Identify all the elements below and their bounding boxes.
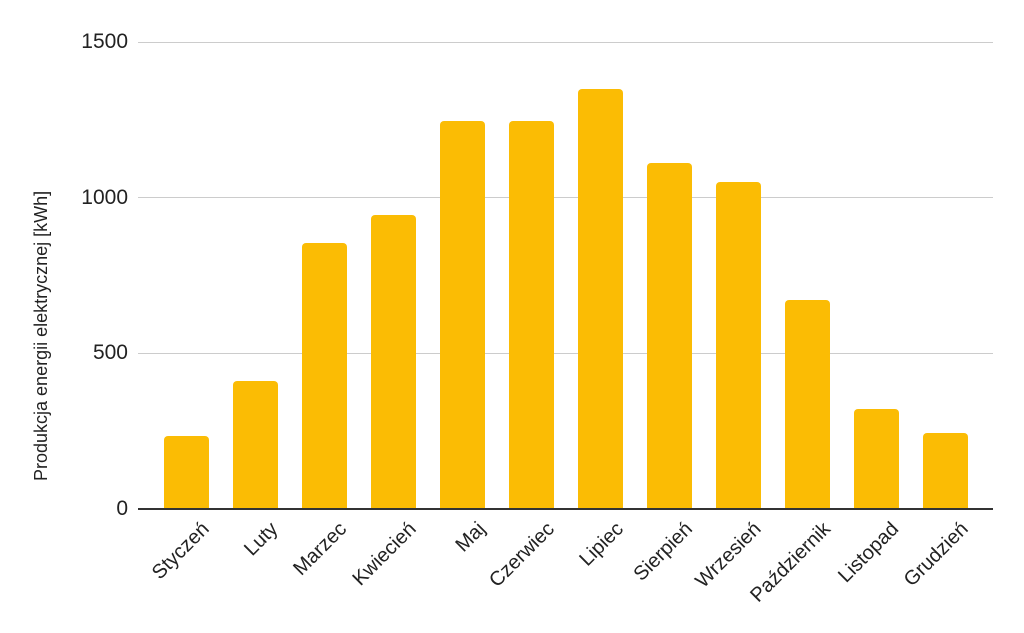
x-tick-label: Luty <box>240 518 283 561</box>
x-axis-line <box>138 508 993 510</box>
bar <box>784 300 830 509</box>
x-tick-label: Listopad <box>834 518 904 588</box>
bar <box>715 182 761 509</box>
bar <box>301 242 347 509</box>
x-tick-label: Kwiecień <box>348 518 421 591</box>
bar <box>232 381 278 509</box>
y-axis-title: Produkcja energii elektrycznej [kWh] <box>31 190 51 481</box>
x-tick-label: Czerwiec <box>484 518 559 592</box>
x-tick-label: Grudzień <box>899 518 973 591</box>
bar <box>646 163 692 509</box>
gridline <box>138 197 993 199</box>
y-tick-label: 1000 <box>81 185 128 209</box>
y-tick-label: 1500 <box>81 30 128 53</box>
gridline <box>138 352 993 354</box>
x-tick-label: Lipiec <box>575 518 628 571</box>
y-tick-label: 500 <box>92 341 128 365</box>
bar <box>577 88 623 509</box>
bar <box>439 121 485 509</box>
x-tick-label: Styczeń <box>147 518 214 584</box>
bar <box>853 409 899 509</box>
bar <box>922 432 968 509</box>
x-tick-label: Maj <box>451 518 490 557</box>
bar <box>163 435 209 509</box>
bar <box>508 121 554 509</box>
bar <box>370 214 416 509</box>
x-tick-label: Marzec <box>289 518 352 580</box>
gridline <box>138 41 993 43</box>
x-tick-label: Sierpień <box>629 518 697 586</box>
y-tick-label: 0 <box>116 497 128 520</box>
